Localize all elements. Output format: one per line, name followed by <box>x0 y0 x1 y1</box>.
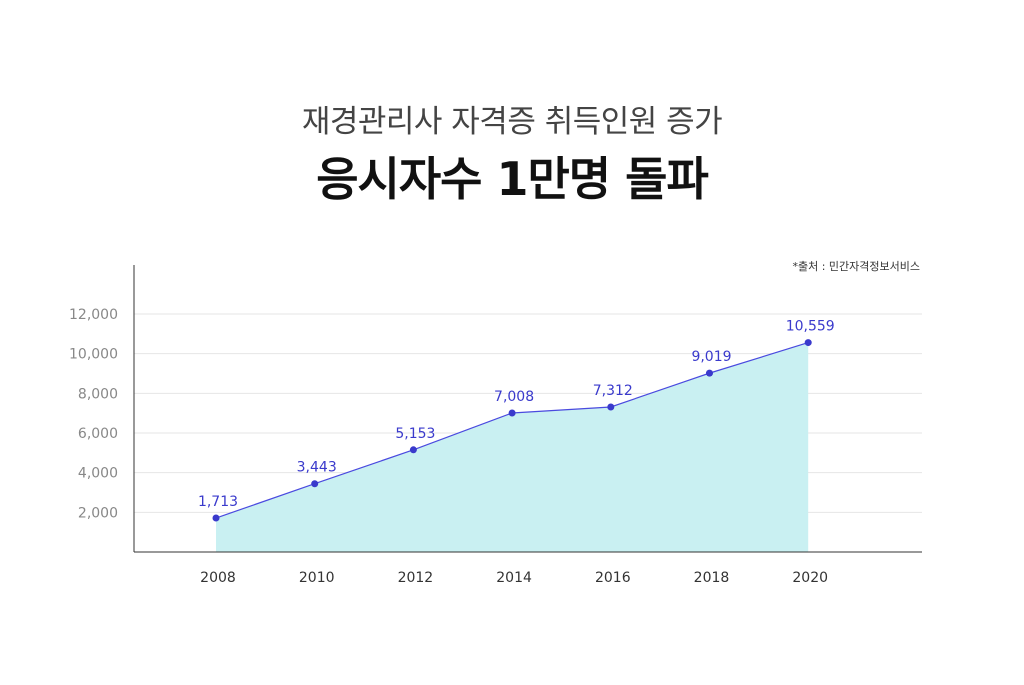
chart-title: 응시자수 1만명 돌파 <box>316 152 709 206</box>
source-note: *출처 : 민간자격정보서비스 <box>792 260 920 273</box>
area-fill <box>216 342 809 552</box>
x-tick-label: 2018 <box>694 570 730 586</box>
data-label: 3,443 <box>297 460 337 476</box>
x-tick-labels: 2008 2010 2012 2014 2016 2018 2020 <box>200 570 828 586</box>
y-tick-label: 12,000 <box>69 307 118 323</box>
data-point <box>804 339 812 347</box>
data-point <box>607 403 615 411</box>
x-tick-label: 2010 <box>299 570 335 586</box>
data-label: 9,019 <box>691 349 731 365</box>
data-label: 10,559 <box>786 319 835 335</box>
data-label: 7,008 <box>494 389 534 405</box>
y-tick-label: 8,000 <box>78 386 118 402</box>
data-point <box>311 480 319 488</box>
x-tick-label: 2020 <box>792 570 828 586</box>
x-tick-label: 2008 <box>200 570 236 586</box>
data-point <box>212 514 220 522</box>
area-fill-group <box>216 342 809 552</box>
data-point <box>409 446 417 454</box>
data-label: 5,153 <box>395 426 435 442</box>
data-points <box>212 339 812 522</box>
data-point <box>508 409 516 417</box>
y-tick-label: 6,000 <box>78 426 118 442</box>
data-labels: 1,713 3,443 5,153 7,008 7,312 9,019 10,559 <box>198 319 835 510</box>
axes <box>133 265 922 553</box>
data-point <box>706 369 713 377</box>
y-tick-label: 4,000 <box>78 466 118 482</box>
y-tick-label: 10,000 <box>69 347 118 363</box>
y-tick-label: 2,000 <box>78 505 118 521</box>
data-label: 1,713 <box>198 494 238 510</box>
y-tick-labels: 2,000 4,000 6,000 8,000 10,000 12,000 <box>69 307 118 521</box>
data-label: 7,312 <box>593 383 633 399</box>
chart-subtitle: 재경관리사 자격증 취득인원 증가 <box>301 104 723 140</box>
x-tick-label: 2014 <box>496 570 532 586</box>
x-tick-label: 2016 <box>595 570 631 586</box>
x-tick-label: 2012 <box>398 570 434 586</box>
